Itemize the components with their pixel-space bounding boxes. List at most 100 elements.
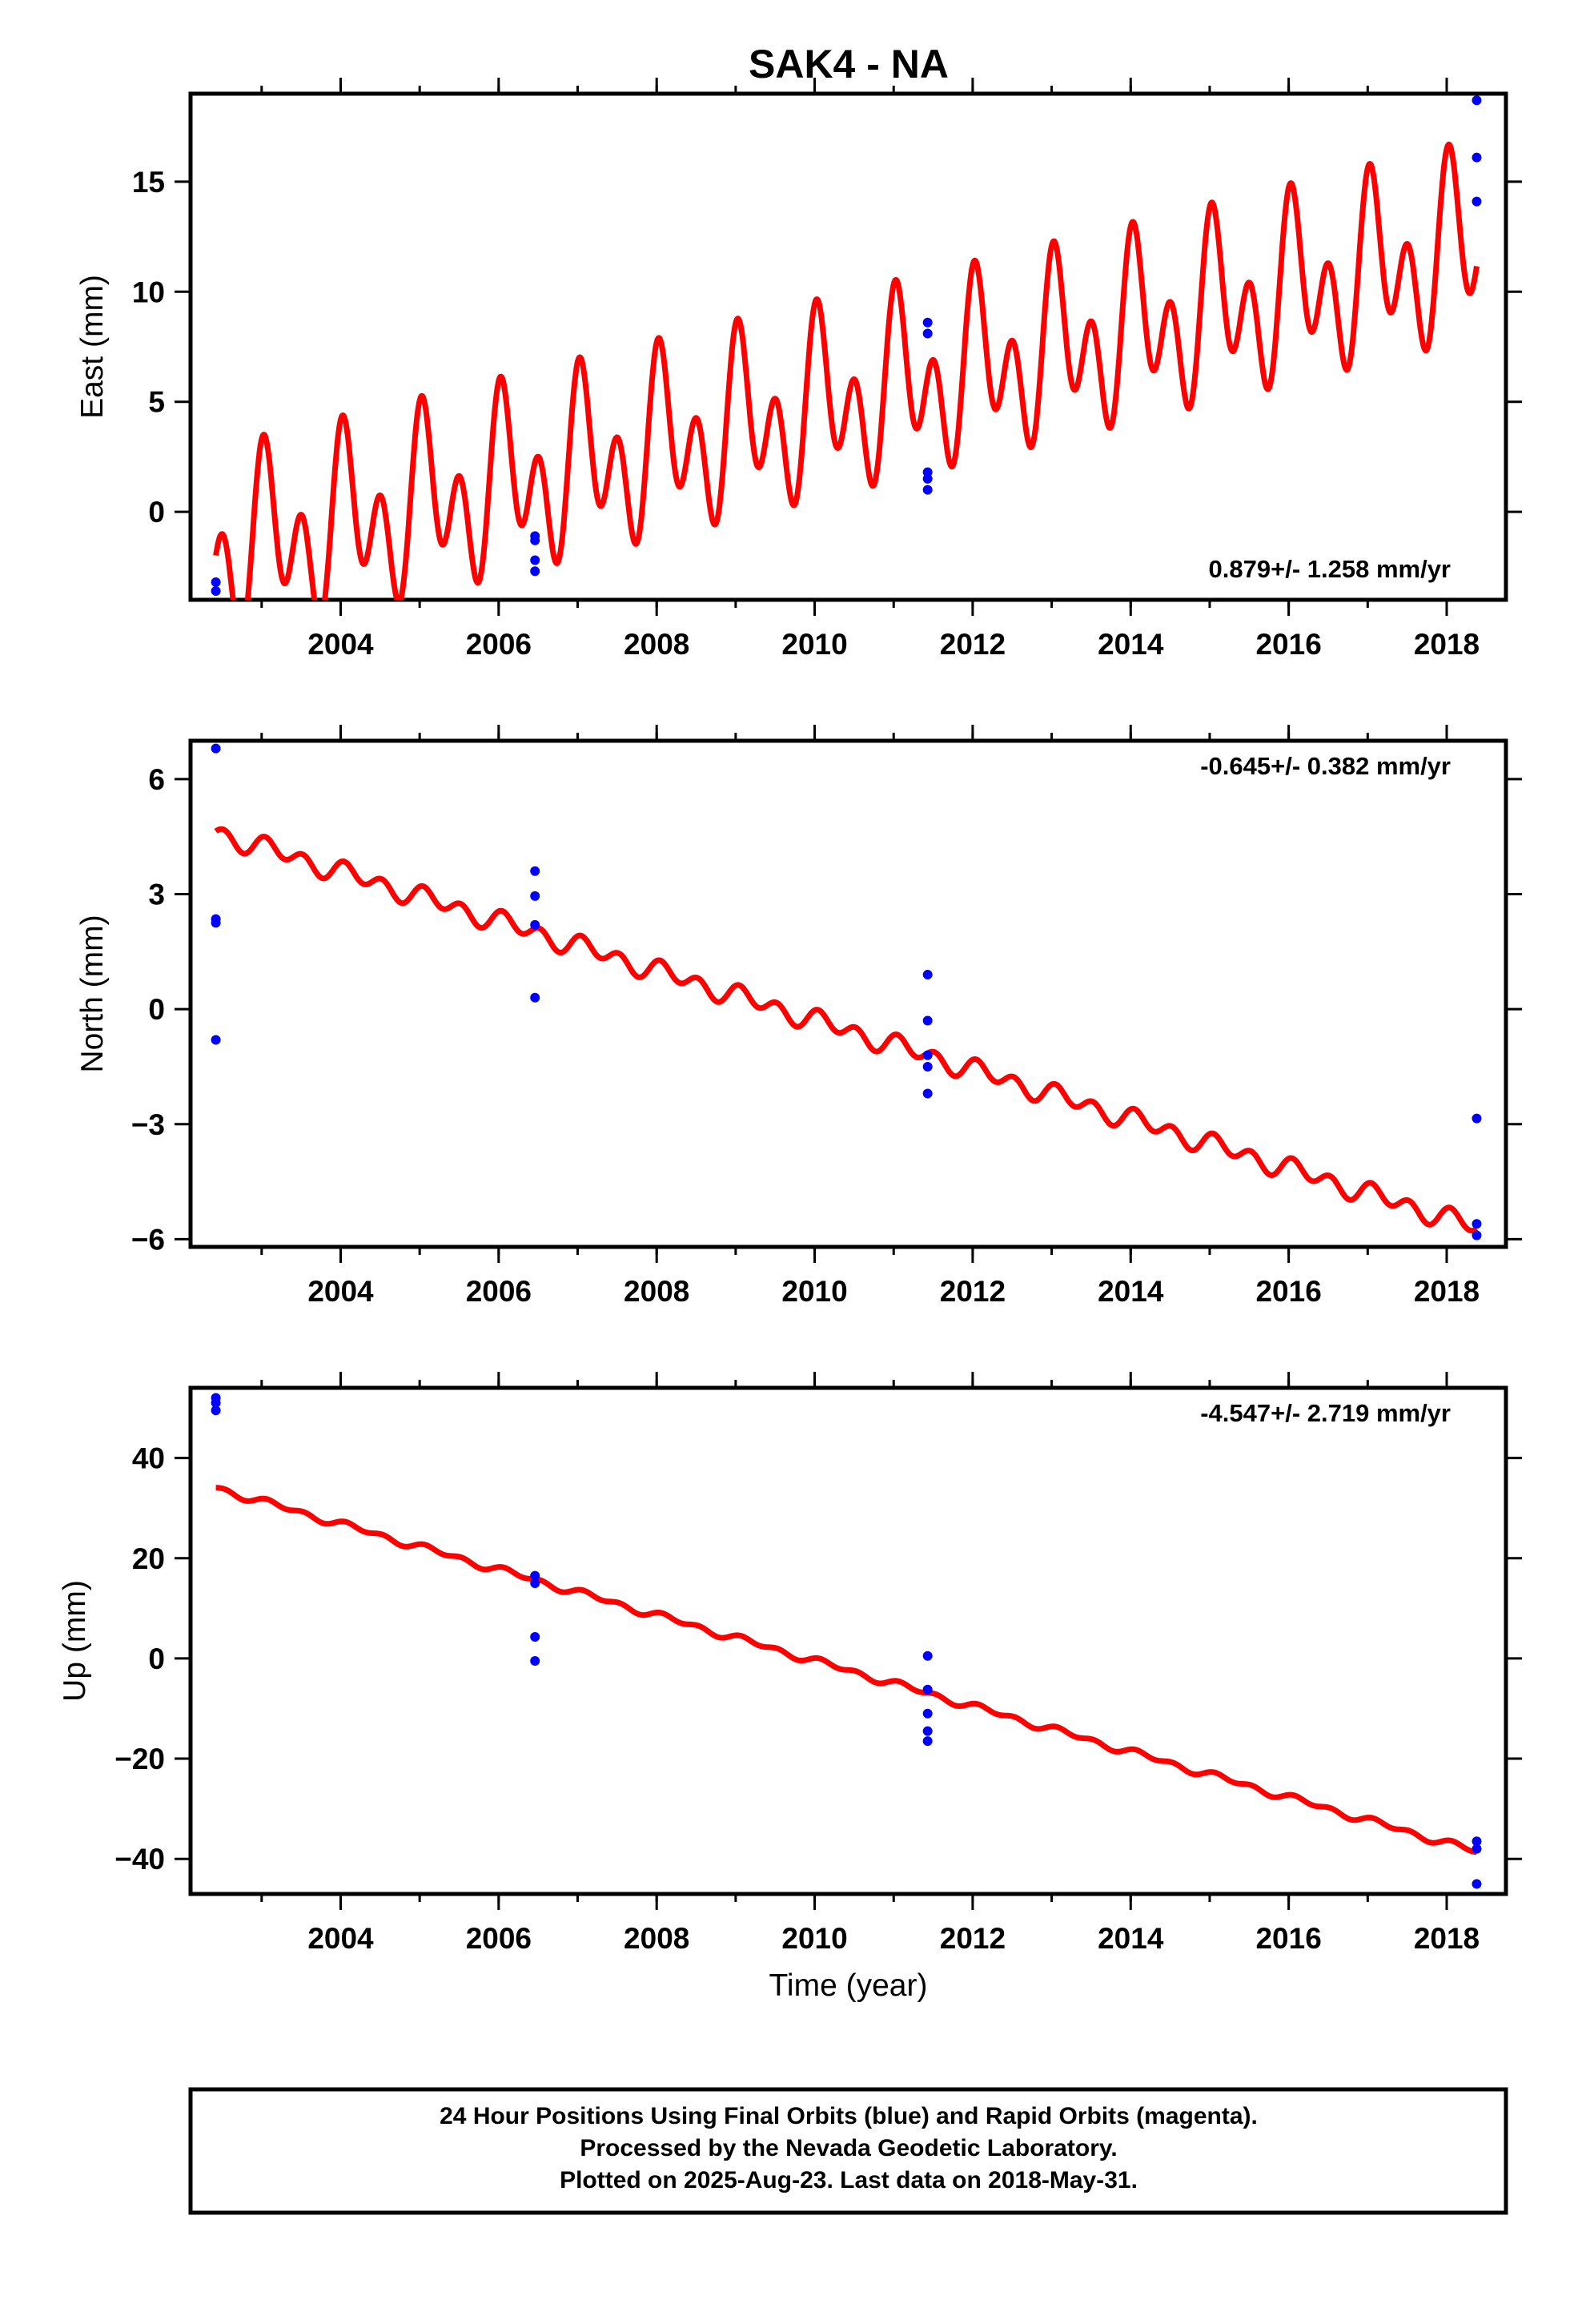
y-tick-label: 0 — [148, 993, 165, 1026]
data-point — [211, 918, 221, 928]
data-point — [530, 866, 540, 876]
data-point — [922, 328, 933, 339]
data-point — [530, 1656, 540, 1667]
caption-box: 24 Hour Positions Using Final Orbits (bl… — [188, 2087, 1508, 2215]
data-point — [922, 1684, 933, 1695]
velocity-label: -4.547+/- 2.719 mm/yr — [1200, 1399, 1451, 1427]
data-point — [922, 1708, 933, 1719]
caption-line-2: Processed by the Nevada Geodetic Laborat… — [580, 2135, 1117, 2161]
data-point — [1472, 1879, 1482, 1889]
x-tick-label: 2012 — [940, 628, 1006, 661]
velocity-label: 0.879+/- 1.258 mm/yr — [1209, 555, 1451, 583]
x-tick-label: 2008 — [624, 628, 689, 661]
data-point — [922, 1015, 933, 1026]
data-point — [530, 1578, 540, 1589]
x-tick-label: 2018 — [1414, 628, 1480, 661]
x-tick-label: 2010 — [781, 628, 847, 661]
x-axis-label: Time (year) — [769, 1968, 928, 2003]
caption-line-1: 24 Hour Positions Using Final Orbits (bl… — [440, 2103, 1258, 2129]
x-tick-label: 2008 — [624, 1275, 689, 1308]
plot-frame — [188, 738, 1508, 1249]
data-point — [922, 485, 933, 495]
data-point — [1472, 1219, 1482, 1229]
y-tick-label: 5 — [148, 386, 165, 419]
x-tick-label: 2004 — [307, 1922, 374, 1955]
x-tick-label: 2014 — [1098, 628, 1164, 661]
model-curve — [213, 141, 1480, 600]
y-tick-label: 0 — [148, 496, 165, 529]
data-point — [1472, 196, 1482, 207]
x-tick-label: 2004 — [307, 628, 374, 661]
plot-frame — [188, 1385, 1508, 1896]
x-tick-label: 2014 — [1098, 1922, 1164, 1955]
panels-group: 2004 2006 2008 2010 2012 2014 2016 2018051015Ea… — [58, 78, 1522, 2003]
y-tick-label: 40 — [132, 1442, 165, 1475]
data-point — [922, 317, 933, 328]
data-point — [211, 1405, 221, 1416]
plot-frame — [188, 91, 1508, 602]
data-point — [530, 992, 540, 1003]
data-point — [922, 1726, 933, 1736]
data-point — [211, 577, 221, 588]
y-tick-label: −40 — [114, 1843, 165, 1876]
data-point — [922, 970, 933, 980]
y-tick-label: 10 — [132, 275, 165, 308]
data-point — [211, 743, 221, 754]
data-point — [530, 1631, 540, 1642]
x-tick-label: 2006 — [466, 1275, 532, 1308]
x-tick-label: 2006 — [466, 1922, 532, 1955]
data-point — [1472, 1230, 1482, 1240]
y-tick-label: −20 — [114, 1743, 165, 1775]
data-point — [922, 1050, 933, 1060]
data-point — [1472, 1844, 1482, 1854]
y-axis-label: East (mm) — [75, 275, 110, 419]
data-point — [211, 1035, 221, 1045]
data-point — [922, 473, 933, 484]
data-point — [530, 1570, 540, 1581]
figure-title: SAK4 - NA — [749, 42, 949, 86]
data-point — [922, 1061, 933, 1072]
panel-north: 2004 2006 2008 2010 2012 2014 2016 2018 6 3 0 −3 −6 N… — [75, 725, 1522, 1308]
x-tick-label: 2016 — [1255, 1275, 1321, 1308]
y-tick-label: −3 — [131, 1108, 165, 1141]
data-point — [530, 535, 540, 545]
y-tick-label: 15 — [132, 166, 165, 199]
x-tick-label: 2010 — [781, 1922, 847, 1955]
data-point — [530, 555, 540, 565]
data-point — [211, 586, 221, 597]
data-point — [1472, 1836, 1482, 1847]
caption-line-3: Plotted on 2025-Aug-23. Last data on 201… — [560, 2167, 1138, 2193]
data-point — [1472, 1113, 1482, 1124]
x-tick-label: 2012 — [940, 1922, 1006, 1955]
data-point — [530, 566, 540, 577]
y-axis-label: Up (mm) — [58, 1580, 92, 1702]
model-curve — [213, 826, 1480, 1234]
caption-frame — [188, 2087, 1508, 2215]
x-tick-label: 2010 — [781, 1275, 847, 1308]
plot-data — [211, 1393, 1482, 1889]
x-tick-label: 2018 — [1414, 1275, 1480, 1308]
y-tick-label: 20 — [132, 1542, 165, 1575]
y-tick-label: 6 — [148, 763, 165, 796]
x-tick-label: 2004 — [307, 1275, 374, 1308]
x-tick-label: 2006 — [466, 628, 532, 661]
data-point — [530, 919, 540, 930]
velocity-label: -0.645+/- 0.382 mm/yr — [1200, 752, 1451, 780]
panel-east: 2004 2006 2008 2010 2012 2014 2016 2018 0 5 10 15 Ea… — [75, 78, 1522, 661]
y-tick-label: 0 — [148, 1642, 165, 1675]
y-tick-label: 3 — [148, 879, 165, 911]
x-tick-label: 2018 — [1414, 1922, 1480, 1955]
plot-data — [211, 95, 1482, 600]
data-point — [211, 1397, 221, 1408]
data-point — [530, 891, 540, 901]
panel-up: 2004 2006 2008 2010 2012 2014 2016 2018 40 20 0 −20… — [58, 1372, 1522, 2003]
data-point — [922, 467, 933, 477]
model-curve — [213, 1485, 1480, 1856]
data-point — [1472, 95, 1482, 106]
x-tick-label: 2016 — [1255, 1922, 1321, 1955]
x-tick-label: 2008 — [624, 1922, 689, 1955]
x-tick-label: 2012 — [940, 1275, 1006, 1308]
data-point — [922, 1736, 933, 1747]
x-tick-label: 2016 — [1255, 628, 1321, 661]
